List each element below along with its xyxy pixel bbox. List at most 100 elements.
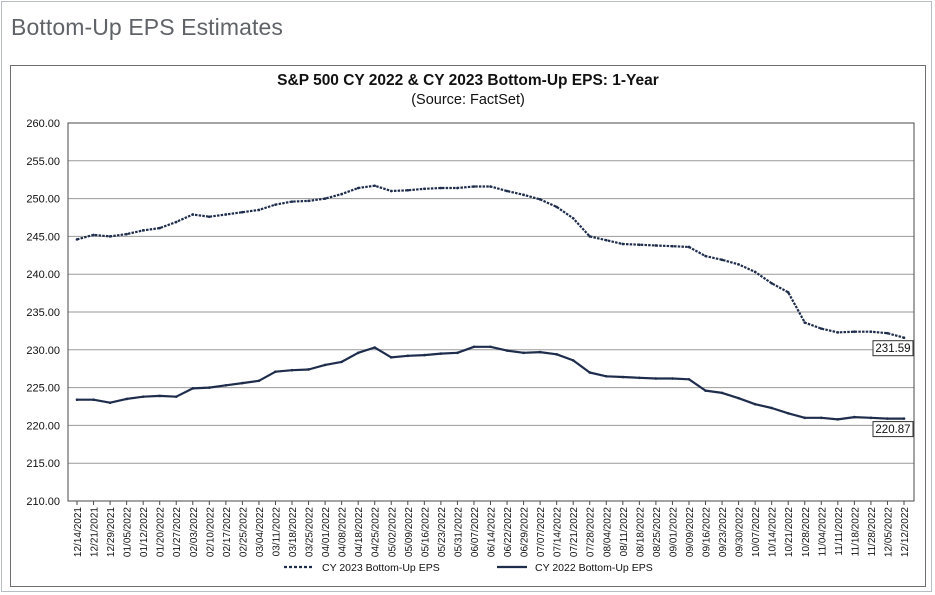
data-point — [522, 351, 525, 355]
y-tick-label: 260.00 — [26, 118, 60, 130]
x-tick-label: 08/04/2022 — [602, 507, 613, 557]
data-point — [555, 205, 558, 209]
data-point — [274, 203, 277, 206]
data-point — [886, 331, 889, 335]
data-point — [588, 371, 592, 374]
x-tick-label: 06/14/2022 — [487, 507, 498, 557]
x-tick-label: 01/27/2022 — [172, 507, 183, 557]
data-point — [141, 229, 145, 232]
x-tick-label: 04/08/2022 — [338, 507, 349, 557]
x-tick-label: 10/28/2022 — [801, 507, 812, 557]
data-point — [571, 216, 575, 220]
x-tick-label: 08/25/2022 — [652, 507, 663, 557]
data-point — [571, 359, 575, 362]
data-point — [456, 351, 459, 355]
data-point — [274, 370, 277, 374]
x-tick-label: 04/25/2022 — [371, 507, 382, 557]
data-point — [356, 351, 360, 355]
data-point — [638, 243, 641, 247]
data-point — [158, 226, 161, 230]
x-tick-label: 08/18/2022 — [635, 507, 646, 557]
x-tick-label: 06/22/2022 — [503, 507, 514, 557]
data-point — [290, 200, 294, 203]
data-point — [687, 245, 691, 249]
chart-title: S&P 500 CY 2022 & CY 2023 Bottom-Up EPS:… — [277, 72, 659, 89]
x-tick-label: 10/21/2022 — [784, 507, 795, 557]
data-point — [406, 188, 410, 192]
data-point — [373, 184, 377, 188]
data-point — [389, 356, 393, 359]
data-point — [853, 330, 856, 333]
data-point — [356, 186, 360, 190]
x-tick-label: 05/23/2022 — [437, 507, 448, 557]
data-point — [704, 254, 707, 258]
data-point — [224, 384, 228, 387]
data-point — [340, 360, 343, 364]
data-point — [141, 395, 145, 398]
data-point — [803, 321, 807, 324]
data-point — [439, 352, 443, 355]
x-tick-label: 05/09/2022 — [404, 507, 415, 557]
data-point — [770, 406, 773, 410]
data-point — [902, 417, 906, 420]
data-point — [224, 213, 228, 216]
end-value-box — [872, 421, 914, 438]
data-point — [604, 238, 608, 242]
x-tick-label: 01/05/2022 — [123, 507, 134, 557]
data-point — [125, 232, 128, 236]
data-point — [836, 331, 840, 334]
x-tick-label: 07/28/2022 — [586, 507, 597, 557]
x-tick-label: 03/11/2022 — [271, 507, 282, 557]
x-tick-label: 09/30/2022 — [735, 507, 746, 557]
x-tick-label: 02/03/2022 — [189, 507, 200, 557]
eps-line-chart: 260.00 255.00 250.00 245.00 240.00 235.00 230.… — [26, 118, 915, 574]
data-point — [307, 368, 310, 371]
data-point — [174, 220, 178, 224]
end-value-label: 220.87 — [875, 424, 910, 436]
y-tick-label: 250.00 — [26, 194, 60, 206]
data-point — [538, 198, 542, 201]
data-point — [555, 353, 558, 356]
data-point — [406, 354, 410, 358]
x-tick-label: 08/11/2022 — [619, 507, 630, 557]
x-tick-label: 07/07/2022 — [536, 507, 547, 557]
data-point — [92, 233, 95, 237]
x-tick-label: 09/09/2022 — [685, 507, 696, 557]
data-point — [687, 377, 691, 381]
x-tick-label: 01/12/2022 — [139, 507, 150, 557]
data-point — [820, 416, 823, 420]
x-tick-label: 05/31/2022 — [453, 507, 464, 557]
x-tick-label: 05/16/2022 — [420, 507, 431, 557]
end-value-label: 231.59 — [875, 343, 910, 355]
x-tick-label: 07/21/2022 — [569, 507, 580, 557]
page-heading: Bottom-Up EPS Estimates — [11, 14, 283, 40]
x-tick-label: 04/01/2022 — [321, 507, 332, 557]
x-tick-label: 11/11/2022 — [834, 507, 845, 556]
data-point — [191, 213, 195, 216]
x-tick-label: 12/14/2021 — [73, 507, 84, 557]
data-point — [323, 363, 327, 367]
y-tick-label: 240.00 — [26, 269, 60, 281]
y-tick-label: 255.00 — [26, 156, 60, 168]
x-tick-label: 09/23/2022 — [718, 507, 729, 557]
data-point — [208, 215, 211, 219]
data-point — [257, 379, 261, 383]
data-point — [654, 244, 658, 247]
data-point — [373, 346, 377, 349]
x-tick-label: 02/25/2022 — [238, 507, 249, 557]
data-point — [241, 381, 244, 385]
data-point — [786, 412, 790, 415]
data-point — [505, 189, 509, 193]
data-point — [340, 192, 343, 196]
x-tick-label: 02/10/2022 — [205, 507, 216, 557]
data-point — [456, 186, 459, 190]
data-point — [803, 416, 807, 420]
data-point — [158, 394, 161, 398]
data-point — [588, 235, 592, 238]
y-tick-label: 225.00 — [26, 383, 60, 395]
data-point — [75, 398, 79, 401]
data-point — [671, 377, 674, 380]
data-point — [522, 193, 525, 197]
legend-item-cy2022-label: CY 2022 Bottom-Up EPS — [535, 562, 653, 574]
